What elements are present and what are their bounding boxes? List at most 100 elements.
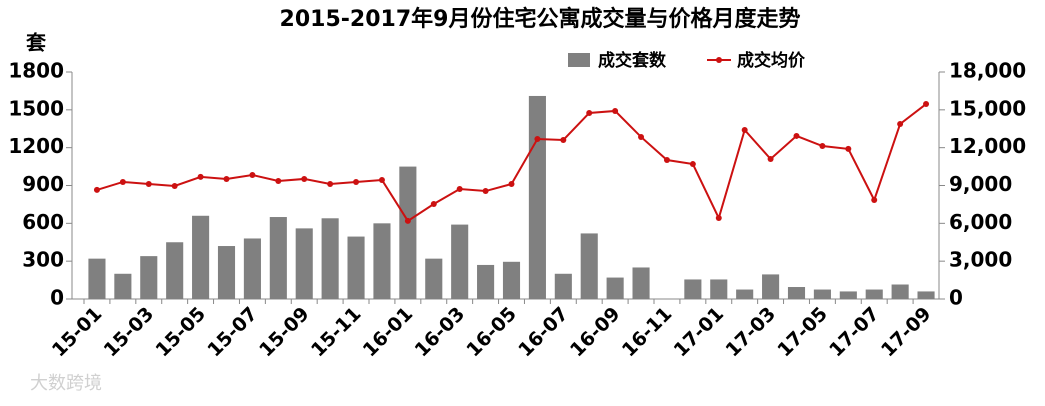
x-tick-label: 16-07 bbox=[514, 303, 573, 362]
x-tick-label: 17-05 bbox=[773, 303, 832, 362]
y2-tick-label: 15,000 bbox=[949, 96, 1026, 120]
legend-swatch bbox=[568, 53, 590, 67]
line-marker bbox=[404, 217, 411, 224]
line-marker bbox=[638, 133, 645, 140]
bar bbox=[192, 215, 210, 299]
line-marker bbox=[353, 178, 360, 185]
bar bbox=[88, 258, 106, 299]
line-marker bbox=[249, 172, 256, 179]
line-marker bbox=[508, 180, 515, 187]
x-tick-label: 15-03 bbox=[100, 303, 159, 362]
bar bbox=[865, 289, 883, 299]
bar bbox=[140, 256, 158, 299]
x-tick-label: 17-07 bbox=[825, 303, 884, 362]
y2-tick-label: 0 bbox=[949, 286, 963, 310]
bar bbox=[451, 224, 469, 299]
y-tick-label: 300 bbox=[22, 248, 64, 272]
bar bbox=[762, 274, 780, 299]
y-tick-label: 1500 bbox=[8, 96, 64, 120]
line-marker bbox=[560, 136, 567, 143]
line bbox=[96, 103, 927, 223]
legend-label: 成交套数 bbox=[598, 50, 667, 71]
y2-tick-label: 3,000 bbox=[949, 248, 1012, 272]
line-marker bbox=[663, 157, 670, 164]
bar bbox=[217, 246, 236, 299]
bar bbox=[684, 279, 702, 299]
y2-tick-label: 6,000 bbox=[949, 210, 1012, 234]
line-marker bbox=[223, 175, 230, 182]
bar bbox=[606, 277, 624, 299]
line-marker bbox=[793, 132, 800, 139]
y2-tick-label: 12,000 bbox=[949, 134, 1026, 158]
bar bbox=[321, 218, 339, 299]
bar bbox=[477, 264, 495, 299]
line-marker bbox=[275, 177, 282, 184]
bar bbox=[528, 95, 546, 299]
line-marker bbox=[145, 180, 152, 187]
x-tick-label: 16-09 bbox=[566, 303, 625, 362]
bar bbox=[839, 291, 857, 299]
line-marker bbox=[301, 175, 308, 182]
y-tick-label: 0 bbox=[50, 286, 64, 310]
y-unit: 套 bbox=[26, 31, 46, 55]
y2-tick-label: 18,000 bbox=[949, 59, 1026, 83]
bar bbox=[166, 242, 184, 299]
line-marker bbox=[119, 178, 126, 185]
bar bbox=[580, 233, 598, 299]
x-tick-label: 15-09 bbox=[255, 303, 314, 362]
y-tick-label: 900 bbox=[22, 172, 64, 196]
line-marker bbox=[534, 135, 541, 142]
bar bbox=[710, 279, 728, 299]
x-tick-label: 16-03 bbox=[411, 303, 470, 362]
x-tick-label: 16-01 bbox=[359, 303, 418, 362]
bar bbox=[813, 289, 831, 299]
line-marker bbox=[767, 156, 774, 163]
y-tick-label: 1800 bbox=[8, 59, 64, 83]
line-marker bbox=[741, 127, 748, 134]
line-marker bbox=[171, 183, 178, 190]
x-tick-label: 15-11 bbox=[307, 303, 366, 362]
line-marker bbox=[923, 101, 930, 108]
line-marker bbox=[197, 173, 204, 180]
line-marker bbox=[871, 197, 878, 204]
line-marker bbox=[819, 143, 826, 150]
line-marker bbox=[586, 109, 593, 116]
bar bbox=[373, 223, 391, 299]
bar bbox=[114, 273, 132, 299]
x-tick-label: 17-01 bbox=[670, 303, 729, 362]
bar bbox=[632, 267, 650, 299]
line-marker bbox=[378, 176, 385, 183]
bar bbox=[891, 284, 909, 299]
x-tick-label: 15-07 bbox=[203, 303, 262, 362]
bar bbox=[295, 228, 313, 299]
x-tick-label: 16-05 bbox=[462, 303, 521, 362]
bar bbox=[425, 258, 443, 299]
bar bbox=[347, 236, 365, 299]
line-marker bbox=[93, 186, 100, 193]
legend-swatch bbox=[716, 57, 722, 63]
line-marker bbox=[456, 186, 463, 193]
y2-tick-label: 9,000 bbox=[949, 172, 1012, 196]
watermark: 大数跨境 bbox=[30, 373, 102, 394]
line-marker bbox=[689, 161, 696, 168]
x-tick-label: 17-03 bbox=[721, 303, 780, 362]
bar bbox=[736, 289, 754, 299]
bar bbox=[502, 261, 521, 299]
bar bbox=[554, 273, 572, 299]
bar bbox=[787, 287, 806, 299]
x-tick-label: 16-11 bbox=[618, 303, 677, 362]
line-marker bbox=[897, 120, 904, 127]
line-marker bbox=[612, 107, 619, 114]
line-marker bbox=[430, 201, 437, 208]
x-tick-label: 15-05 bbox=[151, 303, 210, 362]
bar bbox=[917, 291, 935, 299]
line-marker bbox=[845, 145, 852, 152]
x-tick-label: 15-01 bbox=[48, 303, 107, 362]
bar bbox=[243, 238, 261, 299]
y-tick-label: 1200 bbox=[8, 134, 64, 158]
y-tick-label: 600 bbox=[22, 210, 64, 234]
chart-title: 2015-2017年9月份住宅公寓成交量与价格月度走势 bbox=[280, 6, 801, 32]
bar bbox=[399, 166, 417, 299]
